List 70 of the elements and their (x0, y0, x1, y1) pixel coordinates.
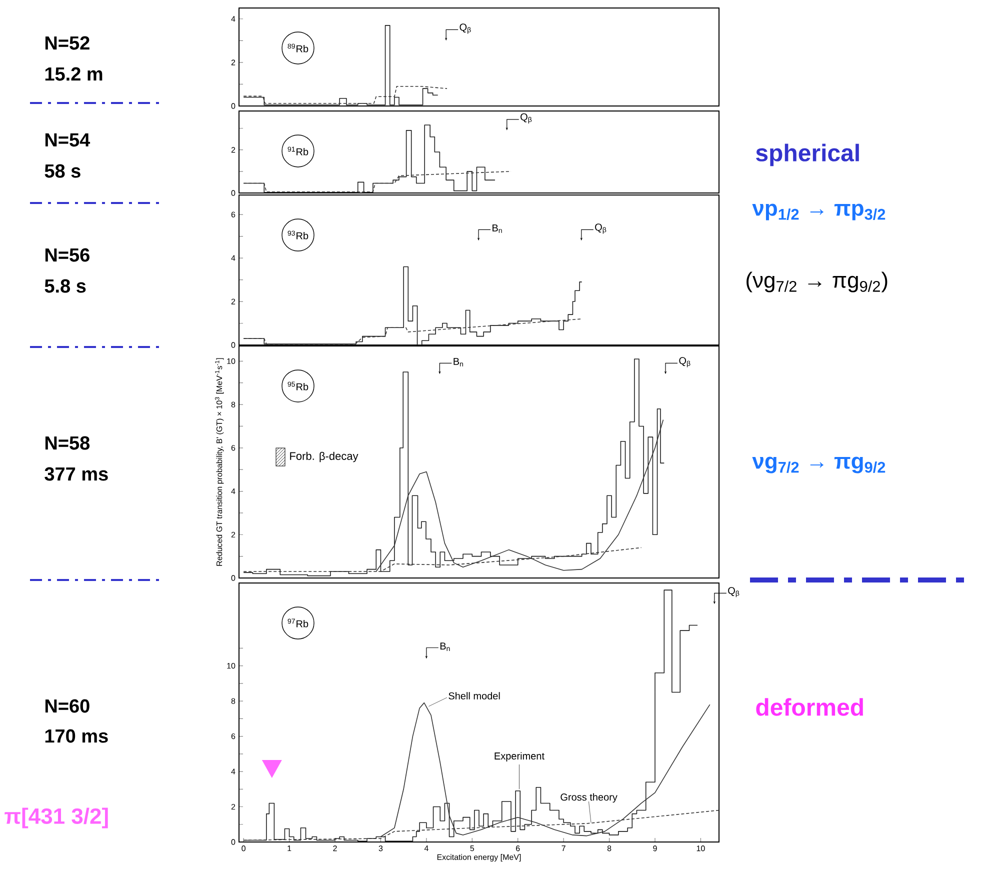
annotation: $^{93}$Rb (288, 230, 308, 240)
x-tick-label: 9 (653, 846, 657, 852)
x-tick-label: 2 (333, 846, 337, 852)
annotation: $^{89}$Rb (288, 44, 308, 52)
y-tick-label: 0 (231, 839, 236, 845)
y-axis-title: Reduced GT transition probability, B' (GT) × 10$^{3}$ [MeV$^{-1}$s$^{-1}$] (215, 358, 224, 566)
annotation: $^{97}$Rb (288, 618, 308, 628)
text: 5.8 s (44, 279, 86, 293)
y-tick-label: 4 (231, 768, 236, 774)
annotation: Forb. β-decay (290, 452, 358, 462)
text: deformed (756, 698, 863, 716)
text: Experiment (494, 752, 544, 762)
y-tick-label: 10 (227, 662, 236, 669)
line-series (243, 86, 448, 104)
text: N=56 (45, 248, 90, 262)
y-tick-label: 6 (231, 733, 236, 740)
text: (νg$_{7/2}$ → πg$_{9/2}$) (746, 272, 888, 292)
x-tick-label: 4 (424, 846, 428, 852)
x-tick-label: 8 (607, 846, 612, 852)
y-tick-label: 2 (231, 60, 236, 66)
legend-label: Shell model (448, 692, 500, 700)
text: N=60 (45, 699, 90, 713)
x-tick-label: 10 (696, 846, 705, 852)
line-series (243, 318, 582, 344)
text: N=58 (45, 436, 90, 450)
text: νg$_{7/2}$ → πg$_{9/2}$ (752, 456, 886, 474)
annotation: $^{91}$Rb (288, 146, 308, 156)
y-tick-label: 2 (231, 804, 236, 810)
annotation: Q$_{β}$ (520, 113, 532, 124)
x-tick-label: 7 (562, 846, 566, 852)
x-tick-label: 3 (378, 846, 383, 852)
text: νp$_{1/2}$ → πp$_{3/2}$ (752, 204, 886, 220)
y-tick-label: 4 (231, 255, 236, 261)
y-tick-label: 8 (231, 402, 236, 408)
text: 377 ms (44, 467, 108, 481)
x-tick-label: 5 (470, 846, 474, 852)
y-tick-label: 0 (231, 103, 236, 109)
text: 15.2 m (45, 67, 102, 81)
text: N=54 (45, 133, 90, 147)
annotation: B$_{n}$ (440, 642, 450, 651)
y-tick-label: 10 (227, 358, 236, 364)
y-tick-label: 6 (231, 445, 236, 451)
series-label: Gross theory (560, 793, 618, 803)
y-tick-label: 8 (231, 698, 236, 704)
y-tick-label: 2 (231, 298, 236, 304)
y-tick-label: 0 (231, 190, 236, 196)
x-tick-label: 6 (516, 846, 520, 852)
annotation: Q$_{β}$ (595, 224, 606, 234)
text: 170 ms (45, 729, 108, 743)
annotation: Q$_{β}$ (679, 357, 690, 368)
text: N=52 (45, 36, 90, 50)
y-tick-label: 2 (231, 532, 236, 538)
y-tick-label: 6 (231, 212, 236, 218)
y-tick-label: 4 (231, 16, 236, 22)
y-tick-label: 0 (231, 342, 236, 348)
y-tick-label: 4 (231, 488, 236, 494)
text: spherical (756, 144, 859, 166)
y-tick-label: 0 (231, 575, 236, 581)
x-axis-title: Excitation energy [MeV] (437, 854, 521, 862)
line-series (243, 171, 512, 192)
text: 58 s (44, 164, 80, 178)
annotation: $^{95}$Rb (288, 382, 308, 390)
text: π[431 3/2] (4, 808, 108, 828)
annotation: B$_{n}$ (454, 358, 463, 366)
annotation: Q$_{β}$ (728, 587, 740, 598)
annotation: Q$_{β}$ (460, 24, 471, 34)
y-tick-label: 2 (231, 147, 236, 153)
x-tick-label: 1 (288, 846, 292, 852)
x-tick-label: 0 (242, 846, 246, 852)
annotation: B$_{n}$ (492, 224, 502, 233)
